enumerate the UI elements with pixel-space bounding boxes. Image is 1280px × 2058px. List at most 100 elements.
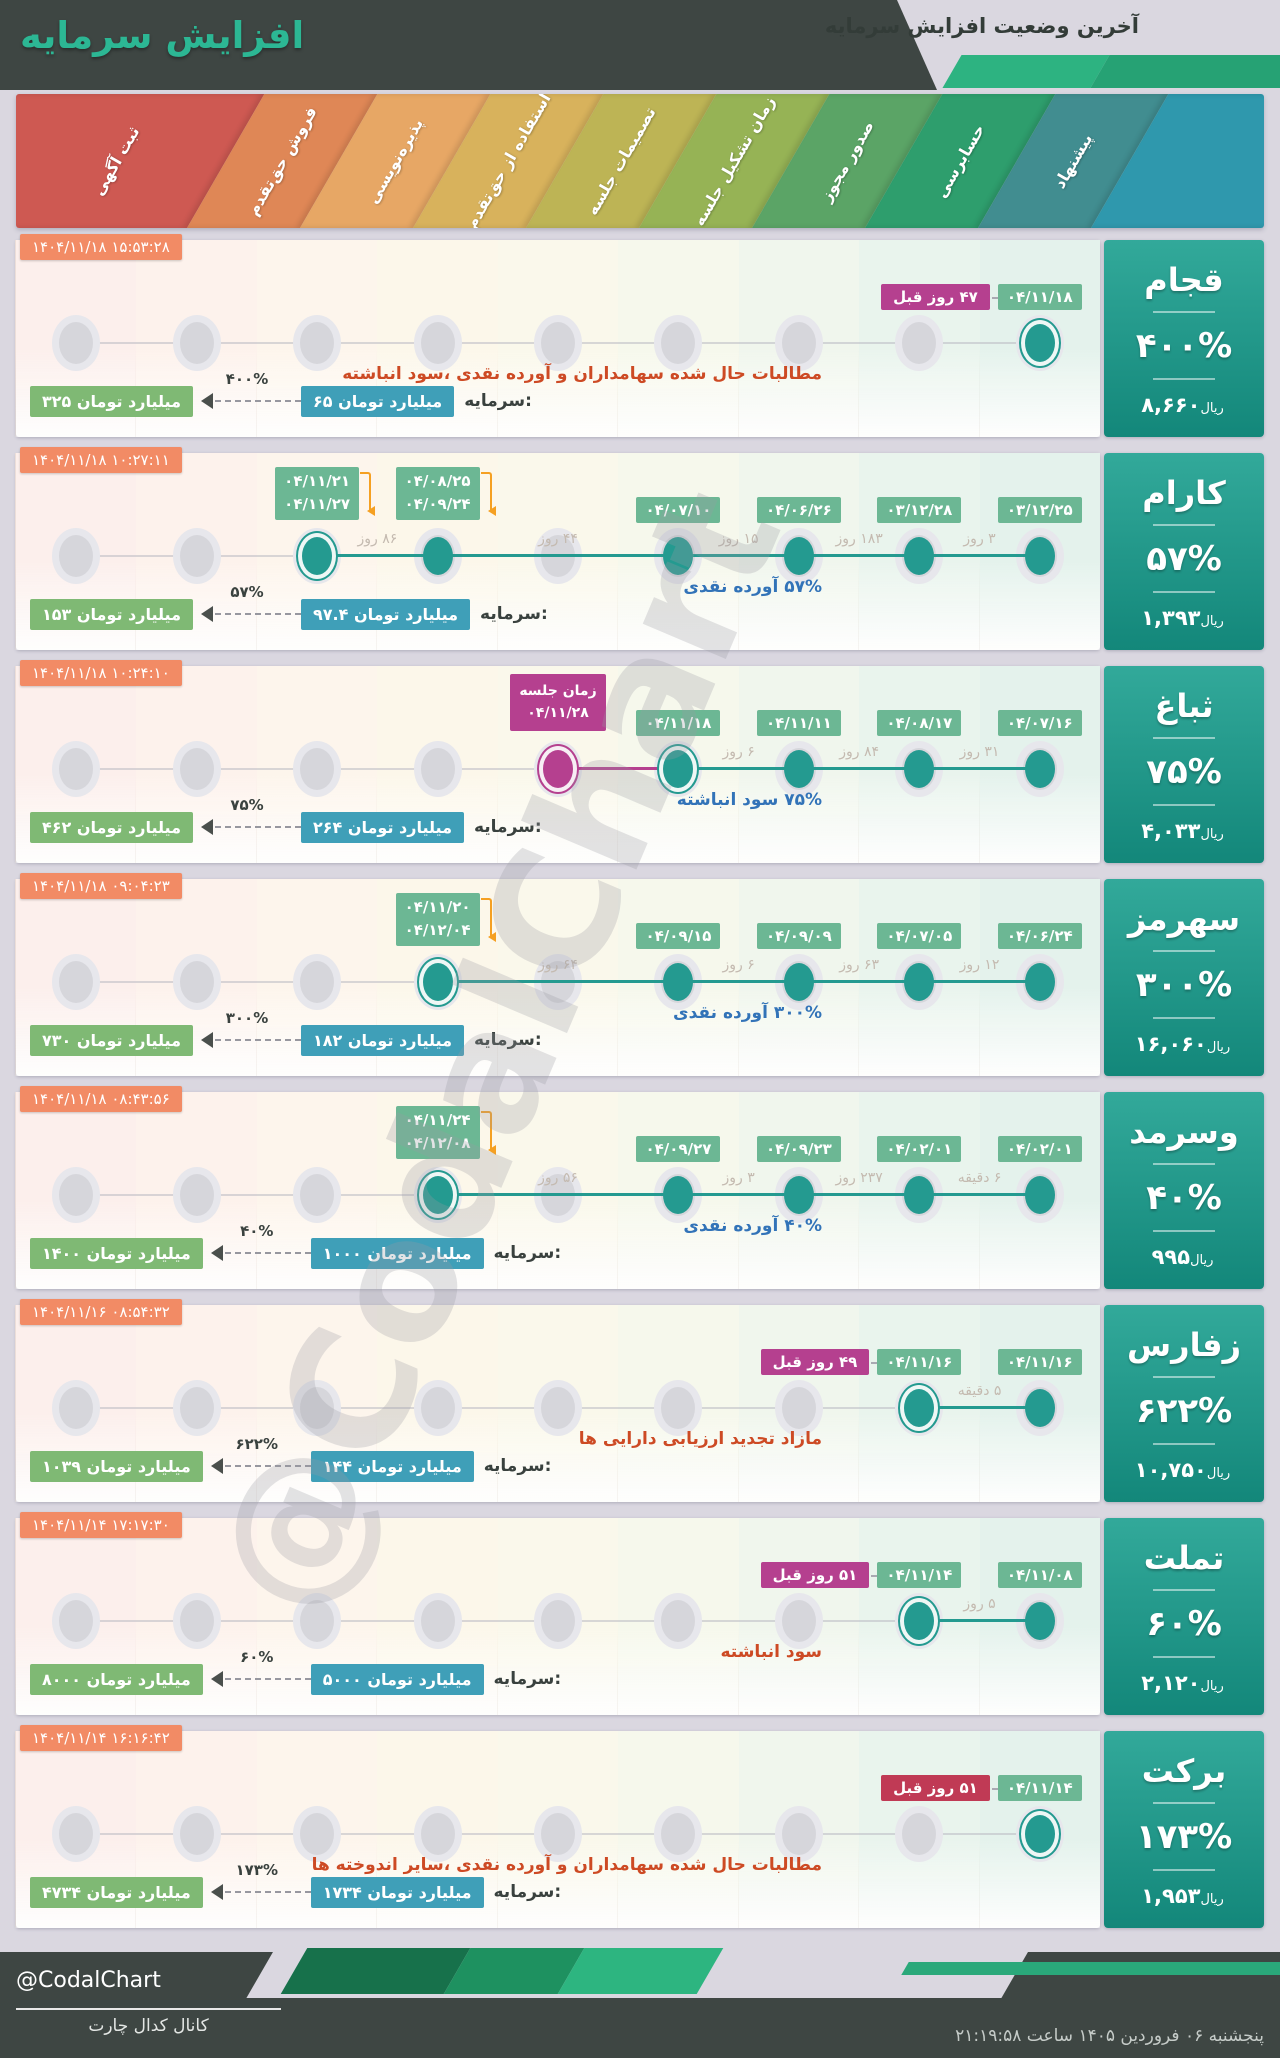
stage-placeholder [300,1813,335,1855]
symbol-card: برکت ۱۷۳% ۱,۹۵۳ریال [1104,1731,1264,1928]
stage-dot [302,537,333,575]
stage-dot [904,1176,935,1214]
page-title: افزایش سرمایه [20,14,305,57]
symbol-name: ثباغ [1154,686,1214,725]
stage-placeholder [179,961,214,1003]
gap-label: ۶۳ روز [839,957,880,973]
capital-percent: ۴۰% [240,1222,274,1240]
capital-from-badge: ۹۷.۴ میلیارد تومان [300,598,471,630]
symbol-row: ۱۴۰۴/۱۱/۱۴ ۱۷:۱۷:۳۰ ۵ روز ۰۴/۱۱/۰۸ ۰۴/۱۱/۱۴… [15,1512,1264,1715]
stage-dot [1024,750,1055,788]
stage-dot [422,1176,453,1214]
divider [1153,591,1215,593]
divider [1153,1656,1215,1658]
stage-placeholder [300,1174,335,1216]
timestamp-badge: ۱۴۰۴/۱۱/۱۴ ۱۶:۱۶:۴۲ [20,1725,182,1751]
divider [1153,1589,1215,1591]
symbol-price: ۱۶,۰۶۰ریال [1134,1031,1231,1056]
capital-label: سرمایه: [473,1030,542,1050]
divider [1153,1163,1215,1165]
capital-group: ۱۴۰۰ میلیارد تومان ۴۰% ۱۰۰۰ میلیارد تومان س… [30,1222,561,1270]
gap-label: ۵ دقیقه [957,1383,1002,1399]
description-text: ۷۵% سود انباشته [676,790,822,810]
date-badge: ۰۴/۱۱/۱۸ [997,284,1082,310]
capital-percent: ۴۰۰% [225,370,269,388]
arrow-head-icon [203,1671,223,1687]
capital-to-badge: ۱۵۳ میلیارد تومان [30,598,193,630]
generation-datetime: پنجشنبه ۰۶ فروردین ۱۴۰۵ ساعت ۲۱:۱۹:۵۸ [955,2026,1264,2046]
capital-from-badge: ۵۰۰۰ میلیارد تومان [310,1663,484,1695]
range-bracket-icon [480,472,496,515]
date-badge: ۰۴/۱۱/۱۴ [877,1562,962,1588]
stage-dot [422,963,453,1001]
capital-arrow: ۴۰% [203,1222,311,1270]
symbol-price: ۸,۶۶۰ریال [1141,392,1224,417]
symbol-card: زفارس ۶۲۲% ۱۰,۷۵۰ریال [1104,1305,1264,1502]
capital-percent: ۵۷% [230,583,264,601]
symbol-row: ۱۴۰۴/۱۱/۱۸ ۱۵:۵۳:۲۸ ۰۴/۱۱/۱۸ ۴۷ روز قبل مطا… [15,234,1264,437]
description-text: ۳۰۰% آورده نقدی [673,1003,822,1023]
description-text: مطالبات حال شده سهامداران و آورده نقدی ،… [342,364,822,384]
stage-placeholder [179,1813,214,1855]
date-badge: ۰۴/۱۱/۲۴ ۰۴/۱۲/۰۸ [395,1106,496,1159]
capital-group: ۴۶۲ میلیارد تومان ۷۵% ۲۶۴ میلیارد تومان سرم… [30,796,542,844]
stage-placeholder [420,748,455,790]
capital-label: سرمایه: [480,604,548,624]
date-badge: ۰۴/۰۸/۲۵ ۰۴/۰۹/۲۴ [395,467,496,520]
days-ago-badge: ۵۱ روز قبل [881,1775,990,1801]
timestamp-badge: ۱۴۰۴/۱۱/۱۸ ۱۰:۲۴:۱۰ [20,660,182,686]
stage-dot [1024,1176,1055,1214]
symbol-card: کارام ۵۷% ۱,۳۹۳ریال [1104,453,1264,650]
stage-dot [1024,1815,1055,1853]
date-badge: ۰۴/۰۷/۱۰ [636,497,721,523]
stage-dot [1024,1602,1055,1640]
stage-dot [783,537,814,575]
timeline-line [437,1193,1040,1196]
timeline-card: ۱۴۰۴/۱۱/۱۸ ۰۸:۴۳:۵۶ ۶ دقیقه ۲۳۷ روز ۳ روز ۵۶… [15,1086,1100,1289]
date-badge: ۰۴/۱۱/۱۶ [877,1349,962,1375]
date-badge: ۰۴/۰۹/۲۷ [636,1136,721,1162]
stage-placeholder [300,322,335,364]
date-badge: ۰۳/۱۲/۲۸ [877,497,962,523]
symbol-price: ۱,۳۹۳ریال [1141,605,1224,630]
stage-placeholder [59,748,94,790]
stage-dot [1024,963,1055,1001]
date-badge: ۰۴/۰۸/۱۷ [877,710,962,736]
channel-handle: @CodalChart [16,1968,161,1993]
divider [1153,311,1215,313]
stage-dot [1024,537,1055,575]
symbol-percent: ۵۷% [1146,538,1222,579]
divider [1153,1443,1215,1445]
date-badge: ۰۴/۱۱/۲۰ ۰۴/۱۲/۰۴ [395,893,496,946]
capital-to-badge: ۸۰۰۰ میلیارد تومان [30,1663,203,1695]
gap-label: ۲۳۷ روز [835,1170,883,1186]
timestamp-badge: ۱۴۰۴/۱۱/۱۶ ۰۸:۵۴:۳۲ [20,1299,182,1325]
days-ago-badge: ۵۱ روز قبل [760,1562,870,1588]
timeline-card: ۱۴۰۴/۱۱/۱۸ ۱۰:۲۴:۱۰ ۳۱ روز ۸۴ روز ۶ روز ۰۴/۰… [15,660,1100,863]
date-badge: ۰۴/۱۱/۱۱ [756,710,841,736]
stage-placeholder [781,322,816,364]
symbol-name: زفارس [1127,1325,1241,1364]
stage-placeholder [902,1813,937,1855]
stage-placeholder [59,1813,94,1855]
timeline-card: ۱۴۰۴/۱۱/۱۸ ۱۰:۲۷:۱۱ ۳ روز ۱۸۳ روز ۱۵ روز ۴۴ … [15,447,1100,650]
stage-placeholder [59,1387,94,1429]
date-badge: ۰۳/۱۲/۲۵ [997,497,1082,523]
capital-group: ۷۳۰ میلیارد تومان ۳۰۰% ۱۸۲ میلیارد تومان سر… [30,1009,542,1057]
capital-from-badge: ۲۶۴ میلیارد تومان [300,811,464,843]
stage-dot [783,750,814,788]
description-text: مازاد تجدید ارزیابی دارایی ها [578,1429,822,1449]
stage-placeholder [661,1387,696,1429]
timestamp-badge: ۱۴۰۴/۱۱/۱۸ ۰۹:۰۴:۲۳ [20,873,182,899]
stage-dot [783,1176,814,1214]
header-ribbon-decoration [942,55,1110,88]
capital-to-badge: ۴۶۲ میلیارد تومان [30,811,193,843]
stage-placeholder [420,1387,455,1429]
gap-label: ۸۶ روز [357,531,398,547]
date-badge: ۰۴/۰۷/۰۵ [877,923,962,949]
capital-group: ۱۵۳ میلیارد تومان ۵۷% ۹۷.۴ میلیارد تومان سر… [30,583,548,631]
capital-label: سرمایه: [483,1456,552,1476]
stage-banner: ثبت آگهی فروش حق‌تقدم پذیره‌نویسی استفاده ا… [16,94,1264,228]
stage-dot [904,537,935,575]
